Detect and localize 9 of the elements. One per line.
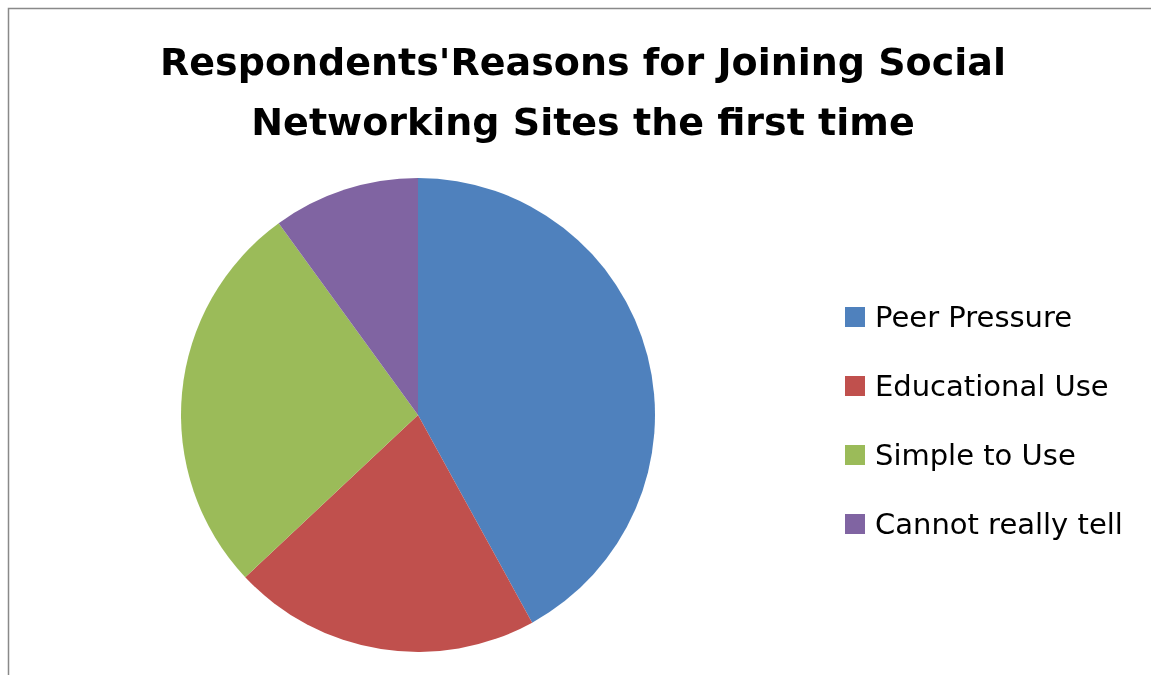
pie-slice: [278, 178, 418, 415]
legend-label: Cannot really tell: [875, 507, 1123, 541]
pie-slice: [418, 178, 655, 623]
chart-title: Respondents'Reasons for Joining Social Networking Sites the first time: [160, 40, 1006, 144]
legend-label: Educational Use: [875, 369, 1109, 403]
legend-label: Simple to Use: [875, 438, 1076, 472]
pie-slice: [181, 223, 418, 578]
pie-slice: [245, 415, 533, 652]
legend-label: Peer Pressure: [875, 300, 1073, 334]
